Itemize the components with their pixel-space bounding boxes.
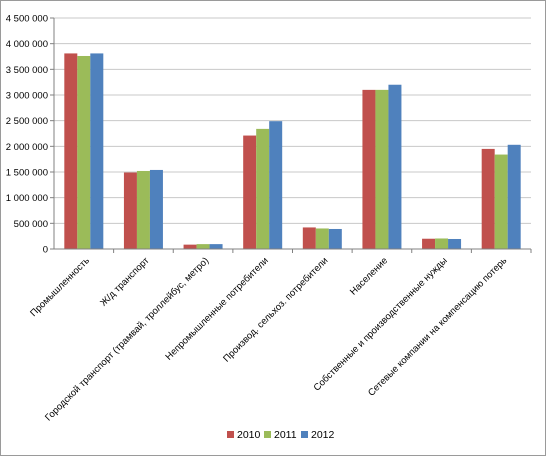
x-category-label: Непромышленные потребители — [164, 255, 271, 362]
bar-2011-4 — [256, 128, 270, 249]
legend-label-2010: 2010 — [237, 429, 261, 441]
y-tick-label: 1 500 000 — [6, 168, 48, 179]
bar-2011-3 — [196, 244, 210, 249]
bar-2010-7 — [422, 238, 436, 249]
legend-swatch-2011 — [264, 431, 271, 438]
bar-2012-5 — [328, 228, 342, 249]
y-tick-label: 3 500 000 — [6, 65, 48, 76]
bar-2012-2 — [149, 169, 163, 249]
bar-2012-8 — [507, 144, 521, 249]
legend: 2010 2011 2012 — [227, 429, 335, 441]
bar-2010-2 — [123, 172, 137, 249]
bar-2010-1 — [64, 53, 78, 249]
y-tick-label: 4 000 000 — [6, 39, 48, 50]
bar-2011-6 — [375, 89, 389, 249]
y-tick-label: 500 000 — [14, 219, 48, 230]
bar-2010-8 — [481, 148, 495, 249]
x-category-label: Население — [348, 255, 390, 297]
legend-label-2011: 2011 — [274, 429, 297, 441]
axes — [53, 18, 532, 253]
y-tick-label: 3 000 000 — [6, 91, 48, 102]
bar-2012-6 — [388, 84, 402, 249]
bar-2012-3 — [209, 244, 223, 249]
bar-2011-8 — [494, 154, 508, 249]
y-tick-label: 2 500 000 — [6, 116, 48, 127]
y-axis-ticks: 0 500 000 1 000 000 1 500 000 2 000 000 2 500… — [6, 14, 54, 256]
bar-2010-4 — [243, 135, 257, 249]
y-tick-label: 1 000 000 — [6, 193, 48, 204]
y-tick-label: 2 000 000 — [6, 142, 48, 153]
x-category-label: Промышленность — [28, 255, 92, 319]
bar-2011-2 — [136, 170, 150, 249]
x-category-label: Производ. сельхоз. потребители — [221, 255, 330, 364]
bar-2012-7 — [448, 238, 462, 249]
bar-2010-6 — [362, 89, 376, 249]
legend-label-2012: 2012 — [311, 429, 335, 441]
bar-2012-1 — [90, 53, 104, 249]
legend-swatch-2012 — [301, 431, 308, 438]
bar-2010-5 — [302, 227, 316, 249]
x-category-label: Сетевые компании на компенсацию потерь — [366, 255, 509, 398]
bar-2012-4 — [269, 121, 283, 249]
bar-2011-5 — [315, 228, 329, 249]
y-tick-label: 4 500 000 — [6, 14, 48, 25]
bar-2011-1 — [77, 55, 91, 250]
y-tick-label: 0 — [43, 245, 48, 256]
x-category-label: Собственные и производственные нужды — [312, 255, 450, 393]
bars — [64, 53, 521, 250]
x-category-label: Ж/д транспорт — [98, 255, 152, 309]
legend-swatch-2010 — [227, 431, 234, 438]
bar-2010-3 — [183, 244, 197, 249]
bar-2011-7 — [435, 238, 449, 249]
